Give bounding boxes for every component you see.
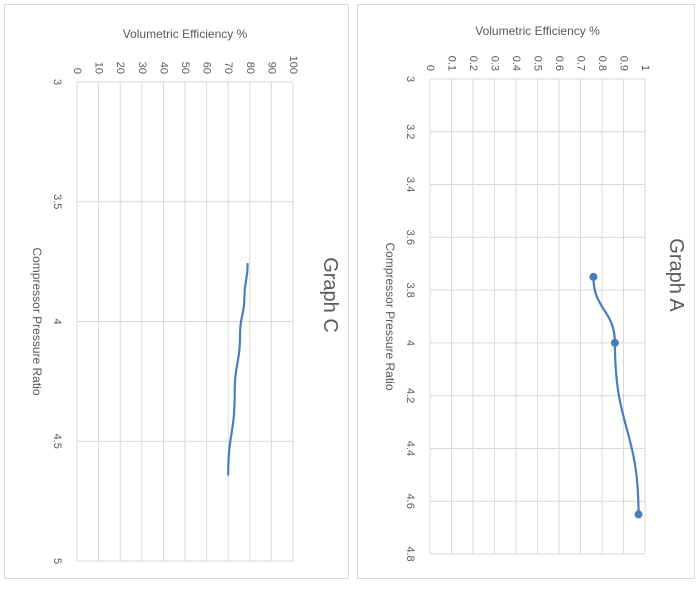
x-tick-label: 4 (404, 340, 416, 346)
x-tick-label: 3 (51, 79, 63, 85)
y-tick-label: 0 (424, 65, 436, 71)
graph-a-panel: 0 0.1 0.2 0.3 0.4 0.5 0.6 0.7 0.8 0.9 1 3 3.2 3.4 3.6 3… (357, 4, 695, 579)
y-tick-label: 90 (265, 62, 277, 74)
y-tick-label: 0.8 (596, 56, 608, 71)
y-tick-label: 0.5 (532, 56, 544, 71)
y-tick-label: 0 (71, 68, 83, 74)
data-point (589, 272, 598, 281)
y-tick-label: 1 (639, 65, 651, 71)
x-tick-label: 3.6 (404, 230, 416, 245)
y-tick-label: 80 (244, 62, 256, 74)
series-line (227, 262, 249, 476)
chart-title: Graph C (319, 257, 341, 333)
chart-title: Graph A (665, 238, 687, 312)
x-tick-label: 4.8 (404, 546, 416, 561)
x-tick-label: 4.5 (51, 434, 63, 449)
graph-a-chart: 0 0.1 0.2 0.3 0.4 0.5 0.6 0.7 0.8 0.9 1 3 3.2 3.4 3.6 3… (383, 24, 687, 562)
y-axis-title: Volumetric Efficiency % (123, 27, 248, 41)
y-tick-label: 0.6 (553, 56, 565, 71)
y-tick-label: 0.9 (618, 56, 630, 71)
x-tick-label: 4.6 (404, 494, 416, 509)
y-tick-label: 0.3 (489, 56, 501, 71)
y-tick-label: 60 (201, 62, 213, 74)
x-tick-label: 3.2 (404, 124, 416, 139)
x-tick-label: 3 (404, 76, 416, 82)
data-point (610, 338, 619, 347)
y-tick-label: 30 (136, 62, 148, 74)
x-axis-title: Compressor Pressure Ratio (30, 247, 44, 395)
y-axis-title: Volumetric Efficiency % (475, 24, 600, 38)
y-tick-label: 20 (114, 62, 126, 74)
x-tick-label: 3.5 (51, 194, 63, 209)
graph-c-panel: 0 10 20 30 40 50 60 70 80 90 100 3 3.5 4 4.5 5 Volumetri… (4, 4, 349, 579)
x-tick-label: 3.4 (404, 177, 416, 192)
y-tick-label: 100 (287, 56, 299, 74)
y-tick-label: 0.2 (467, 56, 479, 71)
x-tick-label: 4 (51, 318, 63, 324)
x-tick-label: 4.2 (404, 388, 416, 403)
y-tick-label: 0.1 (446, 56, 458, 71)
y-tick-label: 10 (93, 62, 105, 74)
x-tick-label: 4.4 (404, 441, 416, 456)
x-tick-label: 3.8 (404, 282, 416, 297)
series-line (592, 275, 640, 516)
x-tick-label: 5 (51, 558, 63, 564)
graph-c-chart: 0 10 20 30 40 50 60 70 80 90 100 3 3.5 4 4.5 5 Volumetri… (30, 27, 341, 564)
y-tick-label: 50 (179, 62, 191, 74)
y-tick-label: 0.4 (510, 56, 522, 71)
y-tick-label: 70 (222, 62, 234, 74)
y-tick-label: 0.7 (575, 56, 587, 71)
x-axis-title: Compressor Pressure Ratio (383, 242, 397, 390)
y-tick-label: 40 (157, 62, 169, 74)
data-point (634, 510, 643, 519)
